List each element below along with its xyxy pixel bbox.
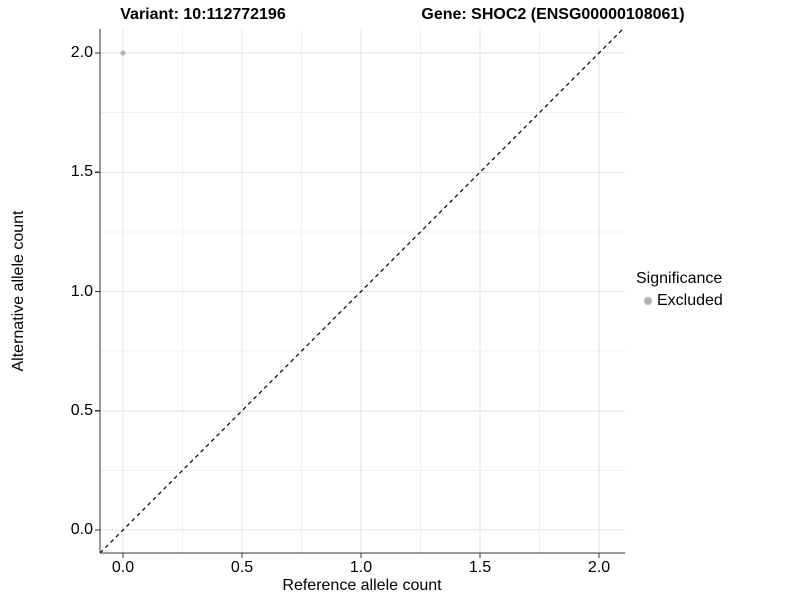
legend-item-label: Excluded <box>657 292 723 309</box>
x-tick-label: 0.5 <box>230 559 254 576</box>
legend-title: Significance <box>636 270 723 287</box>
y-tick-label: 0.5 <box>70 401 93 419</box>
x-tick-label: 0.0 <box>111 559 135 576</box>
y-tick-label: 2.0 <box>70 44 93 61</box>
y-axis-title: Alternative allele count <box>10 210 27 372</box>
data-point <box>120 50 126 56</box>
legend: Significance Excluded <box>636 270 723 310</box>
x-tick-label: 2.0 <box>587 559 611 576</box>
x-tick-label: 1.0 <box>349 559 373 576</box>
y-tick-label: 1.0 <box>70 282 93 300</box>
y-tick-label: 1.5 <box>70 163 93 181</box>
x-axis-title: Reference allele count <box>282 577 442 594</box>
variant-title: Variant: 10:112772196 <box>120 6 286 23</box>
gene-title: Gene: SHOC2 (ENSG00000108061) <box>421 6 685 23</box>
legend-point-icon <box>644 297 652 305</box>
x-tick-label: 1.5 <box>468 559 492 576</box>
legend-item-excluded: Excluded <box>636 292 723 310</box>
identity-dashed-line <box>99 28 624 554</box>
y-tick-label: 0.0 <box>70 521 93 538</box>
